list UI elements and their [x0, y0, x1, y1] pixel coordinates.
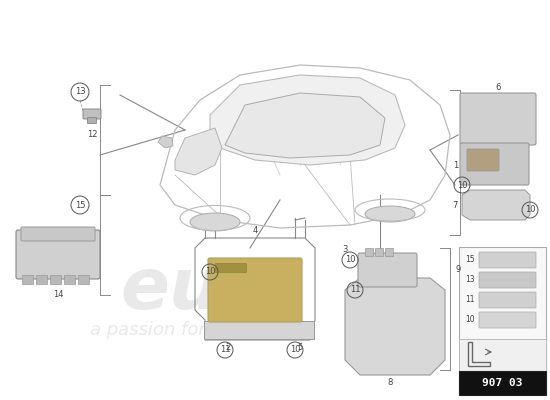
FancyBboxPatch shape [63, 274, 74, 284]
Text: 15: 15 [75, 200, 85, 210]
FancyBboxPatch shape [16, 230, 100, 279]
Polygon shape [345, 278, 445, 375]
Text: 2: 2 [226, 343, 230, 352]
FancyBboxPatch shape [460, 93, 536, 145]
FancyBboxPatch shape [21, 227, 95, 241]
Text: a passion for parts: a passion for parts [90, 321, 257, 339]
FancyBboxPatch shape [358, 253, 417, 287]
Text: 10: 10 [525, 206, 535, 214]
Ellipse shape [190, 213, 240, 231]
Text: 3: 3 [343, 246, 348, 254]
FancyBboxPatch shape [21, 274, 32, 284]
Text: 907 03: 907 03 [482, 378, 522, 388]
Text: 11: 11 [465, 296, 475, 304]
Polygon shape [210, 75, 405, 165]
FancyBboxPatch shape [467, 149, 499, 171]
Text: 4: 4 [252, 226, 257, 235]
FancyBboxPatch shape [479, 292, 536, 308]
FancyBboxPatch shape [459, 247, 546, 394]
FancyBboxPatch shape [78, 274, 89, 284]
FancyBboxPatch shape [208, 258, 302, 322]
FancyBboxPatch shape [479, 252, 536, 268]
Text: 13: 13 [75, 88, 85, 96]
FancyBboxPatch shape [375, 248, 382, 256]
Text: 12: 12 [87, 130, 97, 139]
FancyBboxPatch shape [459, 371, 546, 395]
Text: 1: 1 [453, 160, 458, 170]
Text: 11: 11 [350, 286, 360, 294]
FancyBboxPatch shape [50, 274, 60, 284]
Text: 10: 10 [465, 316, 475, 324]
FancyBboxPatch shape [36, 274, 47, 284]
Text: 7: 7 [453, 200, 458, 210]
Text: 13: 13 [465, 276, 475, 284]
Text: 5: 5 [298, 343, 302, 352]
Text: 14: 14 [53, 290, 63, 299]
Polygon shape [462, 190, 530, 220]
FancyBboxPatch shape [365, 248, 372, 256]
Polygon shape [225, 93, 385, 158]
Text: 11: 11 [220, 346, 230, 354]
Text: 10: 10 [290, 346, 300, 354]
Polygon shape [175, 128, 222, 175]
Polygon shape [158, 136, 173, 148]
Text: 15: 15 [465, 256, 475, 264]
Text: eur: eur [120, 256, 256, 324]
FancyBboxPatch shape [83, 109, 101, 119]
FancyBboxPatch shape [204, 321, 314, 339]
Text: 10: 10 [205, 268, 215, 276]
FancyBboxPatch shape [460, 143, 529, 185]
FancyBboxPatch shape [384, 248, 393, 256]
Text: 8: 8 [387, 378, 393, 387]
FancyBboxPatch shape [214, 262, 245, 272]
FancyBboxPatch shape [87, 118, 96, 124]
Ellipse shape [365, 206, 415, 222]
Text: 10: 10 [345, 256, 355, 264]
FancyBboxPatch shape [479, 272, 536, 288]
Text: 6: 6 [496, 83, 500, 92]
FancyBboxPatch shape [479, 312, 536, 328]
Text: 9: 9 [455, 266, 460, 274]
FancyBboxPatch shape [459, 339, 546, 371]
Text: 10: 10 [456, 180, 468, 190]
